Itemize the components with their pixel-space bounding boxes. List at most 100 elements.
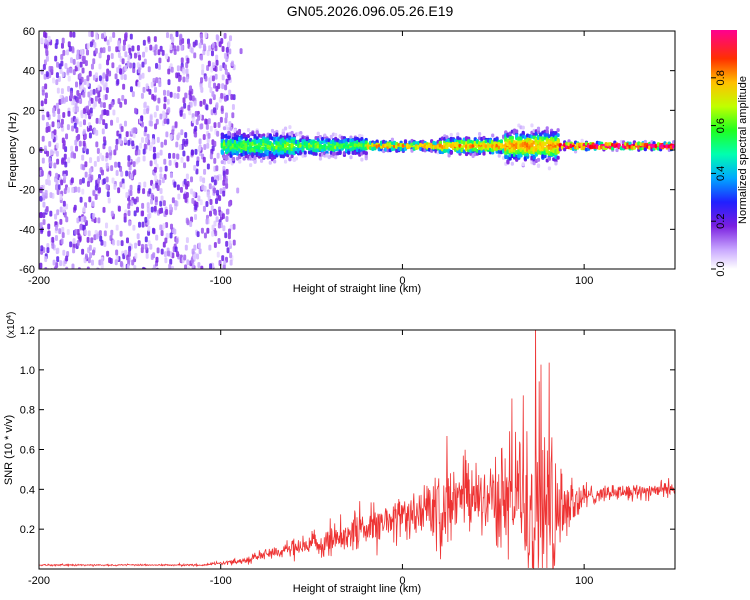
spectrogram-cell [50,149,54,156]
spectrogram-cell [86,236,90,243]
spectrogram-cell [151,227,155,234]
spectrogram-cell [79,85,83,92]
spectrogram-cell [161,49,165,56]
spectrogram-cell [112,109,116,116]
spectrogram-cell [268,160,272,165]
spectrogram-cell [48,72,52,79]
spectrogram-cell [167,79,171,86]
spectrogram-cell [159,200,163,207]
spectrogram-cell [110,119,114,126]
spectrogram-cell [81,177,85,184]
spectrogram-cell [303,150,307,155]
spectrogram-cell [211,42,215,49]
spectrogram-cell [117,187,121,194]
spectrogram-cell [530,123,534,128]
spectrogram-cell [92,249,96,256]
spectrogram-cell [60,121,64,128]
spectrogram-cell [120,126,124,133]
spectrogram-cell [158,81,162,88]
spectrogram-cell [98,230,102,237]
spectrogram-cell [56,256,60,263]
spectrogram-cell [196,231,200,238]
spectrogram-cell [117,40,121,47]
spectrogram-cell [97,217,101,224]
spectrogram-cell [119,230,123,237]
spectrogram-cell [216,251,220,258]
spectrogram-cell [171,197,175,204]
spectrogram-cell [202,177,206,184]
spectrogram-cell [153,166,157,173]
spectrogram-cell [197,145,201,152]
spectrogram-cell [84,161,88,168]
y-tick-label: 20 [23,105,35,117]
spectrogram-cell [148,188,152,195]
spectrogram-cell [138,221,142,228]
spectrogram-cell [83,79,87,86]
spectrogram-cell [227,159,231,164]
spectrogram-cell [510,161,514,166]
spectrogram-cell [102,206,106,213]
spectrogram-cell [193,164,197,171]
spectrogram-cell [127,155,131,162]
spectrogram-cell [198,138,202,145]
spectrogram-cell [142,155,146,162]
spectrogram-cell [39,222,43,229]
spectrogram-cell [186,155,190,162]
spectrogram-cell [78,140,82,147]
spectrogram-cell [175,237,179,244]
colorbar-tick-label: 0.0 [715,261,727,276]
spectrogram-cell [57,108,61,115]
spectrogram-cell [223,158,227,165]
spectrogram-cell [46,247,50,254]
spectrogram-cell [209,87,213,94]
spectrogram-cell [158,207,162,214]
spectrogram-cell [65,216,69,223]
spectrogram-cell [227,40,231,47]
spectrogram-cell [201,184,205,191]
spectrogram-cell [219,116,223,123]
spectrogram-cell [46,111,50,118]
spectrogram-cell [556,155,560,160]
spectrogram-cell [124,51,128,58]
spectrogram-cell [171,129,175,136]
spectrogram-cell [80,76,84,83]
spectrogram-cell [106,39,110,46]
spectrogram-cell [176,93,180,100]
spectrogram-cell [445,145,449,150]
spectrogram-cell [55,224,59,231]
spectrogram-cell [131,91,135,98]
spectrogram-cell [253,133,257,138]
spectrogram-cell [162,112,166,119]
spectrogram-cell [203,185,207,192]
spectrogram-cell [349,135,353,140]
spectrogram-cell [59,218,63,225]
spectrogram-cell [183,162,187,169]
spectrogram-cell [61,71,65,78]
spectrogram-cell [118,133,122,140]
spectrogram-cell [190,176,194,183]
spectrogram-cell [150,192,154,199]
spectrogram-cell [221,83,225,90]
spectrogram-cell [40,100,44,107]
spectrogram-cell [63,211,67,218]
spectrogram-cell [175,141,179,148]
spectrogram-cell [180,156,184,163]
spectrogram-cell [82,91,86,98]
snr-series-line [39,330,675,569]
spectrogram-cell [127,203,131,210]
spectrogram-cell [69,241,73,248]
spectrogram-cell [123,120,127,127]
spectrogram-cell [318,156,323,161]
spectrogram-cell [206,142,210,149]
spectrogram-cell [185,237,189,244]
spectrogram-cell [47,230,51,237]
spectrogram-cell [127,161,131,168]
spectrogram-cell [85,148,89,155]
spectrogram-cell [325,150,329,155]
spectrogram-cell [206,65,210,72]
spectrogram-cell [94,194,98,201]
spectrogram-cell [153,158,157,165]
spectrogram-cell [131,45,135,52]
spectrogram-cell [334,155,338,160]
spectrogram-cell [81,67,85,74]
